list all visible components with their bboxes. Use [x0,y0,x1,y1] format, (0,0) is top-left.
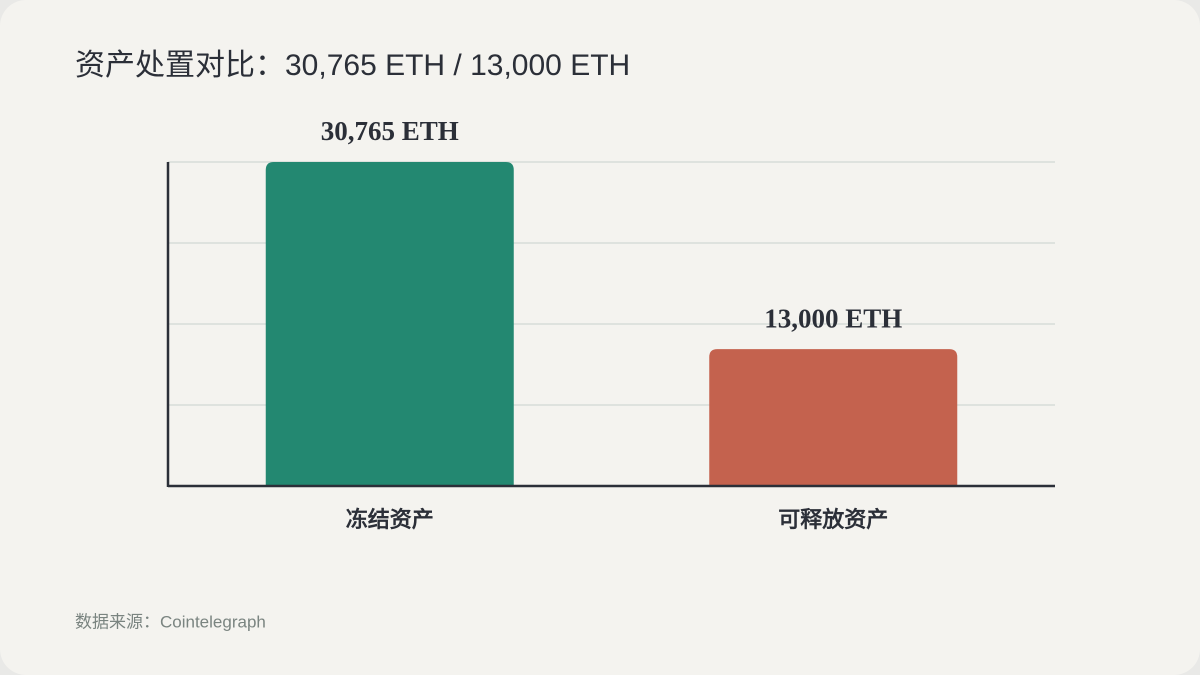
x-tick-label: 冻结资产 [346,507,434,532]
chart-title: 资产处置对比：30,765 ETH / 13,000 ETH [75,49,630,82]
x-tick-label: 可释放资产 [778,507,888,532]
source: 数据来源：Cointelegraph [75,612,266,631]
bar [709,349,958,486]
value-label: 13,000 ETH [764,303,902,333]
bar [265,162,514,486]
value-label: 30,765 ETH [321,116,459,146]
